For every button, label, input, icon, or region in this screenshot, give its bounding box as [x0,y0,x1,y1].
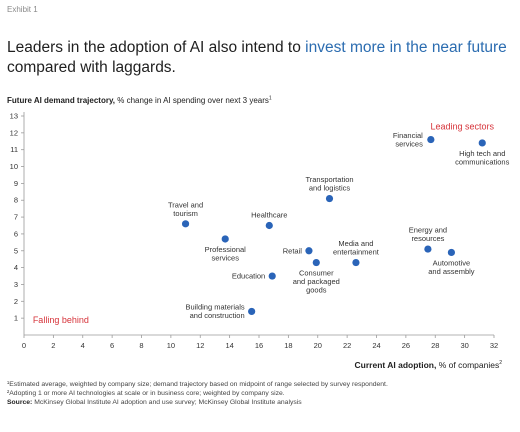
chart-headline: Leaders in the adoption of AI also inten… [7,38,507,78]
y-tick-label: 4 [14,263,18,272]
data-point [312,258,320,267]
point-label: Media and [338,239,373,248]
point-label: Automotive [433,258,471,267]
y-tick-label: 8 [14,196,18,205]
x-axis-title-rest: % of companies [436,360,500,370]
point-label: Building materials [185,303,244,312]
y-tick-label: 1 [14,314,18,323]
source-label: Source: [7,399,33,406]
point-label: Energy and [409,226,447,235]
footnote-1: ¹Estimated average, weighted by company … [7,381,388,388]
data-point [268,272,276,280]
x-tick-label: 0 [22,341,26,350]
data-point [478,139,486,147]
y-axis-footnote-ref: 1 [268,95,272,102]
point-label: communications [455,157,509,166]
point-label: and logistics [309,184,351,193]
point-label: Healthcare [251,211,287,220]
data-point [325,194,334,203]
x-axis-footnote-ref: 2 [499,360,502,367]
y-tick-label: 3 [14,280,18,289]
headline-part2: compared with laggards. [7,59,176,76]
y-tick-label: 5 [14,246,18,255]
x-tick-label: 10 [167,341,175,350]
data-point [248,307,256,316]
source-text: McKinsey Global Institute AI adoption an… [32,399,302,406]
x-tick-label: 26 [402,341,410,350]
point-label: and packaged [293,277,340,286]
leading-sectors-label: Leading sectors [430,121,494,131]
x-tick-label: 12 [196,341,204,350]
x-tick-label: 32 [490,341,498,350]
source-note: Source: McKinsey Global Institute AI ado… [7,398,512,407]
y-axis-title: Future AI demand trajectory, % change in… [7,96,272,105]
point-label: Education [232,272,265,281]
y-tick-label: 7 [14,213,18,222]
y-tick-label: 6 [14,229,18,238]
x-tick-label: 30 [460,341,468,350]
x-tick-label: 2 [51,341,55,350]
headline-part1: Leaders in the adoption of AI also inten… [7,39,306,56]
point-label: goods [306,286,327,295]
point-label: services [395,139,423,148]
x-tick-label: 28 [431,341,439,350]
point-label: resources [411,234,444,243]
point-label: Retail [283,246,303,255]
y-tick-label: 12 [10,128,18,137]
footnote-2: ²Adopting 1 or more AI technologies at s… [7,390,285,397]
data-point [221,235,229,243]
x-tick-label: 22 [343,341,351,350]
data-point [305,247,313,255]
data-point [181,220,190,228]
x-axis-title-bold: Current AI adoption, [354,360,437,370]
y-axis-title-bold: Future AI demand trajectory, [7,96,116,105]
x-tick-label: 16 [255,341,263,350]
point-label: tourism [173,209,198,218]
y-tick-label: 13 [10,112,18,121]
y-tick-label: 2 [14,297,18,306]
x-tick-label: 6 [110,341,114,350]
x-axis-title: Current AI adoption, % of companies2 [355,360,502,370]
data-point [447,248,456,257]
exhibit-label: Exhibit 1 [7,5,38,14]
footnotes: ¹Estimated average, weighted by company … [7,380,512,407]
point-label: Transportation [305,175,353,184]
point-label: and assembly [428,267,475,276]
y-tick-label: 9 [14,179,18,188]
x-tick-label: 14 [225,341,233,350]
x-tick-label: 24 [372,341,380,350]
point-label: Consumer [299,269,334,278]
headline-accent: invest more in the near future [305,39,507,56]
x-tick-label: 18 [284,341,292,350]
data-point [352,258,360,267]
point-label: and construction [190,311,245,320]
point-label: Travel and [168,200,203,209]
x-tick-label: 20 [314,341,322,350]
point-label: entertainment [333,248,380,257]
y-tick-label: 11 [10,145,18,154]
data-point [424,245,432,253]
point-label: Financial [393,131,423,140]
data-point [265,221,273,230]
x-tick-label: 8 [139,341,143,350]
point-label: Professional [205,245,247,254]
point-label: High tech and [459,149,505,158]
falling-behind-label: Falling behind [33,315,89,325]
data-point [427,135,435,144]
point-label: services [211,253,239,262]
y-tick-label: 10 [10,162,18,171]
y-axis-title-rest: % change in AI spending over next 3 year… [115,96,269,105]
x-tick-label: 4 [81,341,85,350]
